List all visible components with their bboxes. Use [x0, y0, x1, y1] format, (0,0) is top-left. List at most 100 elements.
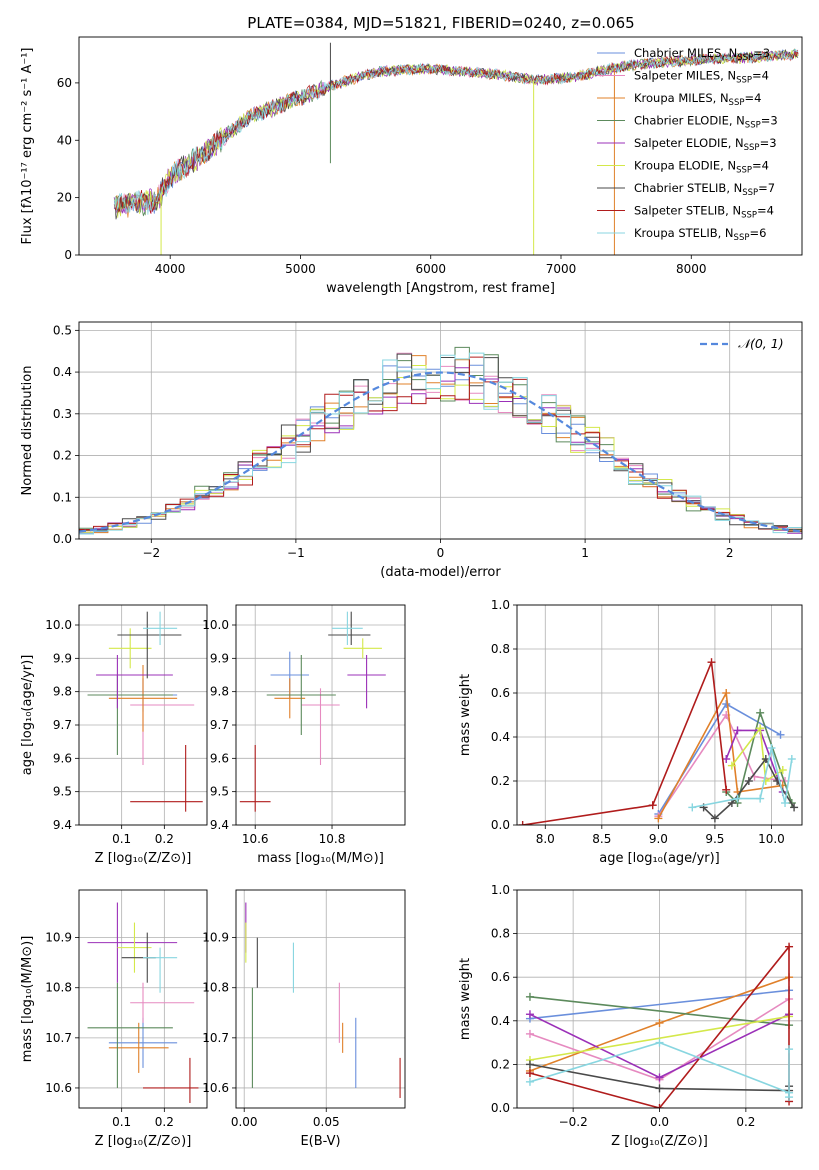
spectrum-series-c8	[113, 50, 799, 214]
weight-vs-age-x-tick-label: 8.5	[592, 832, 611, 846]
weight-vs-z-y-tick-label: 0.2	[491, 1057, 510, 1071]
spectrum-series-c5	[113, 50, 799, 215]
weight-vs-age-x-tick-label: 10.0	[758, 832, 785, 846]
mass-vs-z-axes-frame	[78, 889, 208, 1109]
age-vs-z-y-tick-label: 9.4	[53, 818, 72, 832]
weight-vs-z-panel: −0.2 0.0 0.2 0.0 0.2 0.4 0.6 0.8 1.0 Z [log₁₀(Z/Z…	[458, 883, 803, 1149]
legend-label-c3: Kroupa MILES, NSSP=4	[634, 91, 761, 108]
spectrum-panel: 4000 5000 6000 7000 8000 0 20 40 60 wavelength [A…	[20, 36, 803, 296]
spectrum-x-tick-label: 5000	[285, 262, 316, 276]
mass-vs-ebv-axes-frame	[235, 889, 406, 1109]
weight-vs-z-series-c4	[529, 996, 790, 1026]
weight-vs-age-series-c5	[725, 729, 784, 793]
age-vs-z-panel: 0.1 0.2 9.4 9.5 9.6 9.7 9.8 9.9 10.0 Z [log₁₀(Z/Z…	[20, 604, 208, 866]
legend-label-c6: Kroupa ELODIE, NSSP=4	[634, 159, 769, 176]
age-vs-z-plot-area	[87, 611, 203, 812]
weight-vs-z-y-tick-label: 0.6	[491, 970, 510, 984]
age-vs-mass-y-tick-label: 9.5	[210, 785, 229, 799]
age-vs-mass-y-tick-label: 9.4	[210, 818, 229, 832]
age-vs-z-y-tick-label: 9.7	[53, 718, 72, 732]
histogram-c8	[79, 356, 802, 532]
spectrum-y-tick-label: 20	[57, 191, 72, 205]
weight-vs-age-y-tick-label: 0.4	[491, 730, 510, 744]
mass-vs-ebv-x-tick-label: 0.00	[231, 1115, 258, 1129]
figure-title: PLATE=0384, MJD=51821, FIBERID=0240, z=0…	[247, 14, 634, 32]
spectrum-axes-frame	[78, 36, 803, 256]
age-vs-z-y-tick-label: 9.6	[53, 751, 72, 765]
age-vs-z-y-tick-label: 9.9	[53, 651, 72, 665]
residuals-x-tick-label: 2	[726, 546, 734, 560]
residuals-x-axis-label: (data-model)/error	[380, 565, 501, 580]
residuals-y-tick-label: 0.5	[53, 323, 72, 337]
weight-vs-age-x-tick-label: 9.5	[705, 832, 724, 846]
residuals-x-tick-label: −2	[142, 546, 160, 560]
spectrum-y-tick-label: 60	[57, 76, 72, 90]
mass-vs-z-plot-area	[87, 902, 199, 1103]
mass-vs-ebv-y-tick-label: 10.8	[202, 981, 229, 995]
weight-vs-age-y-tick-label: 1.0	[491, 598, 510, 612]
mass-vs-ebv-plot-area	[245, 902, 401, 1098]
weight-vs-age-y-tick-label: 0.6	[491, 686, 510, 700]
mass-vs-z-x-axis-label: Z [log₁₀(Z/Z⊙)]	[95, 1134, 192, 1149]
residuals-legend: 𝒩(0, 1)	[700, 336, 784, 351]
spectrum-x-axis-label: wavelength [Angstrom, rest frame]	[326, 281, 555, 296]
age-vs-z-y-tick-label: 9.8	[53, 685, 72, 699]
weight-vs-age-panel: 8.0 8.5 9.0 9.5 10.0 0.0 0.2 0.4 0.6 0.8 1.0 age [l…	[458, 598, 803, 866]
residuals-axes-frame	[78, 321, 803, 540]
spectrum-x-tick-label: 8000	[676, 262, 707, 276]
weight-vs-z-series-c1	[529, 989, 790, 1020]
residuals-y-axis-label: Normed distribution	[20, 366, 35, 496]
age-vs-z-x-axis-label: Z [log₁₀(Z/Z⊙)]	[95, 851, 192, 866]
age-vs-z-y-tick-label: 9.5	[53, 785, 72, 799]
weight-vs-age-y-tick-label: 0.2	[491, 774, 510, 788]
age-vs-z-y-axis-label: age [log₁₀(age/yr)]	[20, 655, 35, 776]
age-vs-mass-y-tick-label: 9.7	[210, 718, 229, 732]
weight-vs-z-x-tick-label: 0.2	[736, 1115, 755, 1129]
mass-vs-ebv-y-tick-label: 10.6	[202, 1081, 229, 1095]
weight-vs-age-x-tick-label: 8.0	[536, 832, 555, 846]
mass-vs-z-y-tick-label: 10.6	[45, 1081, 72, 1095]
weight-vs-z-series-c6	[529, 1015, 790, 1061]
age-vs-mass-y-tick-label: 9.8	[210, 685, 229, 699]
weight-vs-z-x-axis-label: Z [log₁₀(Z/Z⊙)]	[611, 1134, 708, 1149]
mass-vs-ebv-panel: 0.00 0.05 10.6 10.7 10.8 10.9 E(B-V)	[202, 889, 406, 1149]
weight-vs-z-plot-area	[525, 942, 794, 1108]
legend-label-normal: 𝒩(0, 1)	[738, 336, 784, 351]
spectrum-y-axis-label: Flux [fλ10⁻¹⁷ erg cm⁻² s⁻¹ A⁻¹]	[20, 48, 35, 245]
mass-vs-ebv-y-tick-label: 10.9	[202, 931, 229, 945]
age-vs-mass-y-tick-label: 9.9	[210, 651, 229, 665]
residuals-plot-area	[79, 346, 802, 535]
spectrum-plot-area	[113, 42, 799, 255]
weight-vs-age-plot-area	[518, 658, 799, 825]
spectrum-series-c9	[113, 48, 799, 215]
legend-label-c9: Kroupa STELIB, NSSP=6	[634, 226, 766, 243]
residuals-x-tick-label: 0	[437, 546, 445, 560]
weight-vs-age-axes-frame	[516, 604, 803, 826]
weight-vs-z-x-tick-label: 0.0	[650, 1115, 669, 1129]
age-vs-mass-plot-area	[239, 611, 386, 812]
residuals-y-tick-label: 0.3	[53, 407, 72, 421]
age-vs-z-x-tick-label: 0.1	[112, 832, 131, 846]
histogram-c6	[79, 365, 802, 533]
mass-vs-z-y-axis-label: mass [log₁₀(M/M⊙)]	[20, 936, 35, 1063]
weight-vs-z-y-axis-label: mass weight	[458, 958, 473, 1040]
weight-vs-z-y-tick-label: 0.8	[491, 927, 510, 941]
weight-vs-age-series-c4	[725, 710, 793, 805]
age-vs-mass-x-tick-label: 10.6	[242, 832, 269, 846]
residuals-y-tick-label: 0.4	[53, 365, 72, 379]
weight-vs-age-x-tick-label: 9.0	[649, 832, 668, 846]
weight-vs-age-x-axis-label: age [log₁₀(age/yr)]	[599, 851, 720, 866]
age-vs-mass-x-tick-label: 10.8	[319, 832, 346, 846]
weight-vs-z-axes-frame	[516, 889, 803, 1109]
mass-vs-z-x-tick-label: 0.2	[155, 1115, 174, 1129]
residuals-y-tick-label: 0.2	[53, 449, 72, 463]
age-vs-z-y-tick-label: 10.0	[45, 618, 72, 632]
legend-label-c2: Salpeter MILES, NSSP=4	[634, 69, 769, 86]
legend-label-c1: Chabrier MILES, NSSP=3	[634, 46, 770, 63]
spectrum-x-tick-label: 7000	[546, 262, 577, 276]
spectrum-y-tick-label: 40	[57, 133, 72, 147]
legend-label-c4: Chabrier ELODIE, NSSP=3	[634, 114, 778, 131]
weight-vs-z-y-tick-label: 0.4	[491, 1014, 510, 1028]
